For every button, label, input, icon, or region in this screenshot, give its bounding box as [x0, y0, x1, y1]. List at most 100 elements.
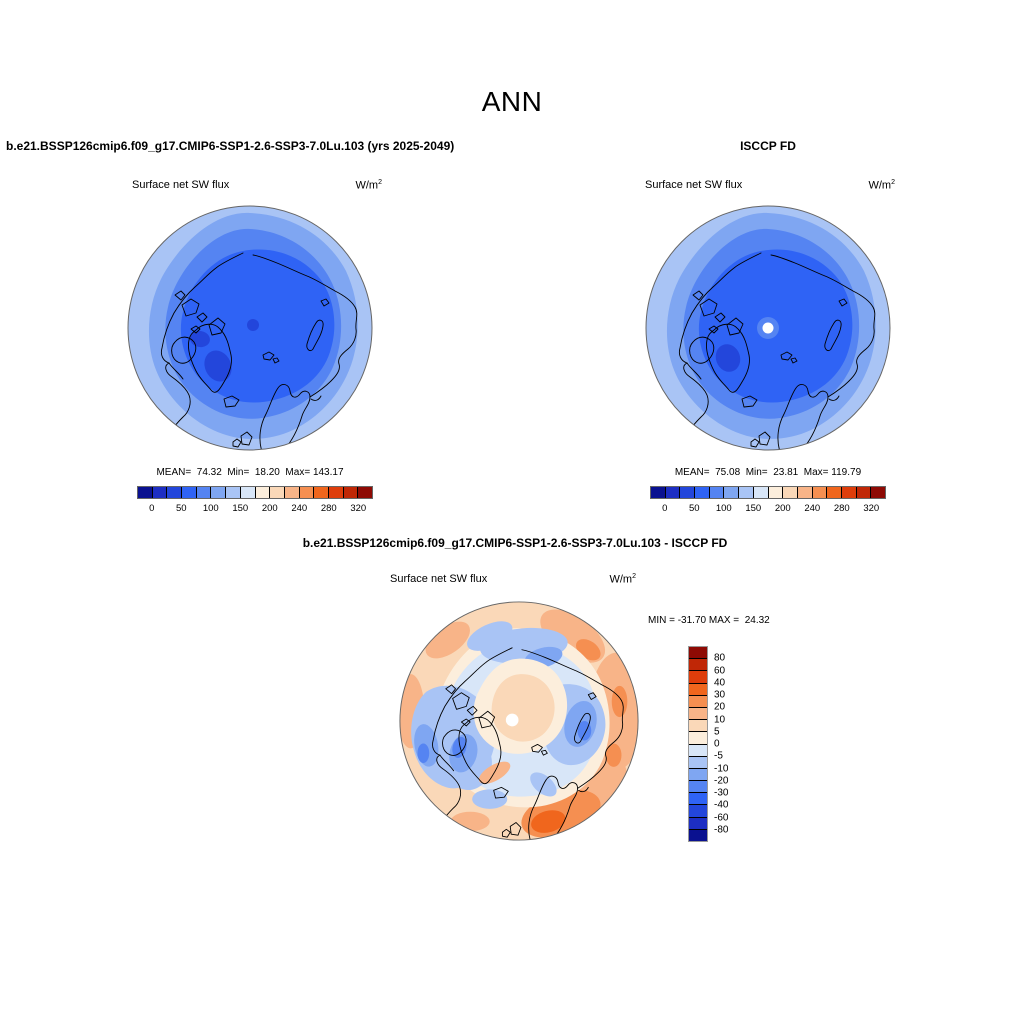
- colorbar-segment: [812, 487, 828, 498]
- diff-units-label: W/m2: [609, 573, 636, 586]
- model-case-title: b.e21.BSSP126cmip6.f09_g17.CMIP6-SSP1-2.…: [6, 139, 455, 153]
- model-subtitle-row: Surface net SW flux W/m2: [132, 179, 382, 192]
- colorbar-segment: [753, 487, 769, 498]
- colorbar-tick-label: 50: [175, 503, 187, 514]
- colorbar-segment: [724, 487, 740, 498]
- colorbar-tick-label: -30: [714, 787, 729, 799]
- colorbar-tick-label: 60: [714, 665, 726, 676]
- colorbar-segment: [841, 487, 857, 498]
- colorbar-segment: [689, 744, 707, 757]
- colorbar-tick-label: 40: [714, 677, 726, 689]
- obs-colorbar: [650, 486, 886, 499]
- colorbar-tick-label: 10: [714, 714, 726, 725]
- colorbar-segment: [739, 487, 754, 498]
- colorbar-segment: [689, 647, 707, 660]
- colorbar-tick-label: -60: [714, 812, 729, 823]
- colorbar-tick-label: -10: [714, 763, 729, 774]
- colorbar-segment: [255, 487, 271, 498]
- colorbar-tick-label: 150: [745, 503, 762, 514]
- model-colorbar: [137, 486, 373, 499]
- colorbar-segment: [689, 781, 707, 794]
- colorbar-tick-label: 0: [714, 738, 720, 750]
- colorbar-segment: [651, 487, 666, 498]
- colorbar-segment: [226, 487, 241, 498]
- colorbar-segment: [240, 487, 256, 498]
- model-units-label: W/m2: [355, 179, 382, 192]
- colorbar-tick-label: 0: [149, 503, 155, 514]
- obs-field-label: Surface net SW flux: [645, 179, 743, 191]
- model-field-label: Surface net SW flux: [132, 179, 230, 191]
- colorbar-tick-label: -20: [714, 775, 729, 787]
- colorbar-segment: [689, 707, 707, 721]
- diff-colorbar-labels: 80 60 40 30 20 10 5 0 -5 -10 -20 -30 -40 -60 -80: [714, 646, 744, 842]
- obs-subtitle-row: Surface net SW flux W/m2: [645, 179, 895, 192]
- diff-subtitle-row: Surface net SW flux W/m2: [390, 573, 636, 586]
- colorbar-segment: [709, 487, 725, 498]
- colorbar-segment: [783, 487, 798, 498]
- colorbar-tick-label: 20: [714, 701, 726, 713]
- diff-map: [399, 601, 639, 841]
- colorbar-segment: [689, 756, 707, 769]
- colorbar-tick-label: 240: [291, 503, 308, 514]
- colorbar-tick-label: 240: [804, 503, 821, 514]
- season-title: ANN: [481, 86, 543, 117]
- colorbar-tick-label: 30: [714, 689, 726, 701]
- colorbar-segment: [284, 487, 300, 498]
- colorbar-segment: [665, 487, 681, 498]
- colorbar-segment: [680, 487, 696, 498]
- colorbar-segment: [270, 487, 285, 498]
- colorbar-segment: [358, 487, 372, 498]
- colorbar-tick-label: 200: [261, 503, 278, 514]
- colorbar-segment: [152, 487, 168, 498]
- colorbar-segment: [689, 817, 707, 830]
- colorbar-tick-label: 50: [688, 503, 700, 514]
- colorbar-segment: [689, 683, 707, 696]
- colorbar-segment: [314, 487, 329, 498]
- colorbar-segment: [328, 487, 344, 498]
- colorbar-tick-label: 280: [320, 503, 337, 514]
- colorbar-segment: [827, 487, 842, 498]
- colorbar-segment: [689, 720, 707, 733]
- colorbar-tick-label: 320: [350, 503, 367, 514]
- colorbar-segment: [299, 487, 315, 498]
- colorbar-tick-label: -80: [714, 824, 729, 836]
- diff-stats: MIN = -31.70 MAX = 24.32: [648, 615, 770, 626]
- colorbar-segment: [689, 793, 707, 806]
- obs-colorbar-labels: 0 50 100 150 200 240 280 320: [650, 503, 886, 515]
- colorbar-tick-label: 5: [714, 726, 720, 738]
- colorbar-segment: [689, 732, 707, 745]
- colorbar-segment: [689, 829, 707, 841]
- colorbar-segment: [182, 487, 197, 498]
- colorbar-segment: [871, 487, 885, 498]
- model-stats: MEAN= 74.32 Min= 18.20 Max= 143.17: [156, 467, 344, 478]
- colorbar-tick-label: -40: [714, 799, 729, 811]
- colorbar-segment: [689, 659, 707, 672]
- colorbar-tick-label: 320: [863, 503, 880, 514]
- diff-case-title: b.e21.BSSP126cmip6.f09_g17.CMIP6-SSP1-2.…: [302, 536, 728, 550]
- model-map: [127, 205, 373, 451]
- colorbar-segment: [856, 487, 872, 498]
- colorbar-tick-label: 100: [202, 503, 219, 514]
- colorbar-segment: [797, 487, 813, 498]
- colorbar-tick-label: 200: [774, 503, 791, 514]
- colorbar-segment: [211, 487, 227, 498]
- colorbar-segment: [768, 487, 784, 498]
- colorbar-segment: [167, 487, 183, 498]
- colorbar-segment: [138, 487, 153, 498]
- colorbar-tick-label: 80: [714, 652, 726, 664]
- colorbar-tick-label: 150: [232, 503, 249, 514]
- diff-colorbar: [688, 646, 708, 842]
- colorbar-tick-label: 280: [833, 503, 850, 514]
- colorbar-tick-label: 0: [662, 503, 668, 514]
- model-colorbar-labels: 0 50 100 150 200 240 280 320: [137, 503, 373, 515]
- diff-field-label: Surface net SW flux: [390, 573, 488, 585]
- colorbar-segment: [695, 487, 710, 498]
- obs-stats: MEAN= 75.08 Min= 23.81 Max= 119.79: [674, 467, 862, 478]
- colorbar-segment: [196, 487, 212, 498]
- obs-case-title: ISCCP FD: [740, 139, 796, 153]
- colorbar-segment: [689, 805, 707, 818]
- obs-units-label: W/m2: [868, 179, 895, 192]
- obs-map: [645, 205, 891, 451]
- colorbar-segment: [689, 768, 707, 782]
